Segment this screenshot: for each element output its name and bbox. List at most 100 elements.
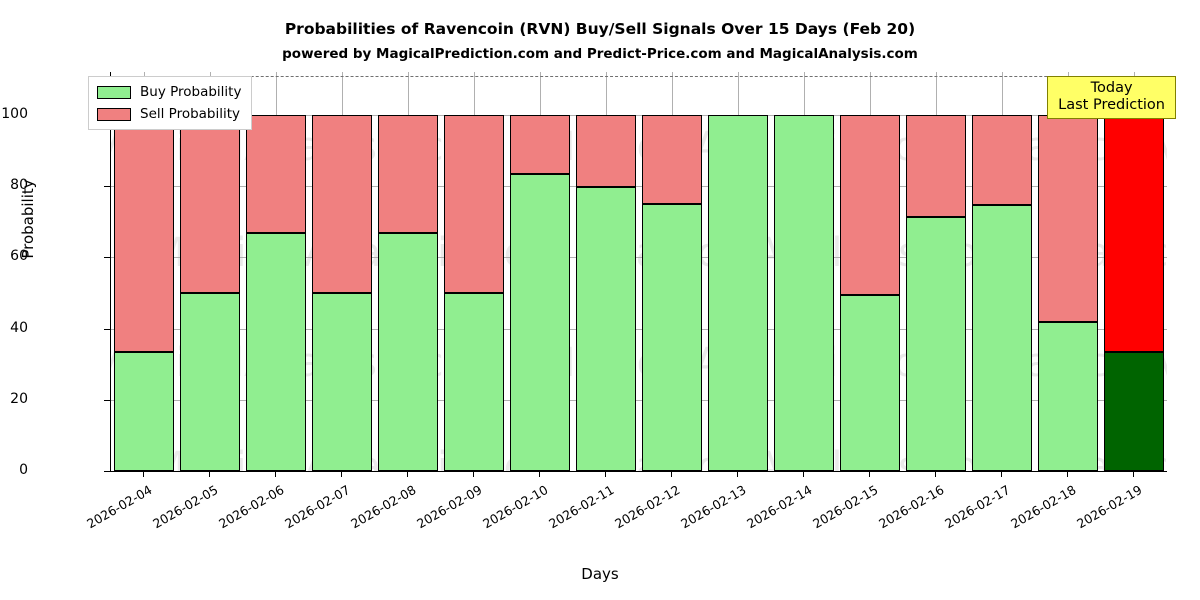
- x-axis-tick-label: 2026-02-05: [150, 482, 221, 532]
- x-axis-tick-label: 2026-02-16: [876, 482, 947, 532]
- y-axis-tick-label: 0: [19, 462, 28, 478]
- today-annotation-line1: Today: [1090, 80, 1133, 96]
- legend-swatch-sell: [97, 107, 131, 121]
- bar-group[interactable]: [179, 72, 241, 471]
- x-axis-tick-mark: [869, 471, 870, 477]
- x-axis-tick-label: 2026-02-15: [810, 482, 881, 532]
- gridline-horizontal: [111, 328, 1167, 330]
- bar-segment-buy[interactable]: [971, 205, 1033, 471]
- bar-group[interactable]: [311, 72, 373, 471]
- x-axis-label: Days: [581, 565, 619, 583]
- bar-segment-buy[interactable]: [443, 292, 505, 471]
- bar-segment-buy[interactable]: [707, 114, 769, 471]
- x-axis-tick-mark: [671, 471, 672, 477]
- chart-legend: Buy Probability Sell Probability: [88, 76, 253, 130]
- gridline-horizontal: [111, 114, 1167, 116]
- bar-segment-sell[interactable]: [971, 114, 1033, 206]
- x-axis-tick-mark: [1001, 471, 1002, 477]
- bar-segment-sell[interactable]: [509, 114, 571, 175]
- bar-segment-buy[interactable]: [113, 352, 175, 471]
- x-axis-tick-label: 2026-02-10: [480, 482, 551, 532]
- bar-segment-sell[interactable]: [839, 114, 901, 296]
- chart-subtitle: powered by MagicalPrediction.com and Pre…: [282, 46, 918, 62]
- x-axis-tick-label: 2026-02-18: [1008, 482, 1079, 532]
- bar-segment-sell[interactable]: [311, 114, 373, 293]
- bar-group[interactable]: [113, 72, 175, 471]
- x-axis-tick-label: 2026-02-11: [546, 482, 617, 532]
- x-axis-tick-mark: [209, 471, 210, 477]
- bar-group[interactable]: [443, 72, 505, 471]
- bar-group[interactable]: [971, 72, 1033, 471]
- bar-segment-sell[interactable]: [179, 114, 241, 293]
- legend-item-buy: Buy Probability: [97, 83, 241, 101]
- bar-group[interactable]: [905, 72, 967, 471]
- x-axis-tick-label: 2026-02-08: [348, 482, 419, 532]
- x-axis-tick-mark: [1133, 471, 1134, 477]
- bar-segment-sell[interactable]: [113, 114, 175, 353]
- bar-segment-sell[interactable]: [377, 114, 439, 234]
- bar-segment-buy[interactable]: [905, 217, 967, 471]
- y-axis-tick-label: 100: [1, 105, 28, 122]
- plot-inner: MagicalAnalysis.comMagicalAnalysis.comMa…: [111, 72, 1167, 471]
- bar-group[interactable]: [773, 72, 835, 471]
- bar-segment-buy[interactable]: [1103, 352, 1165, 471]
- bar-group[interactable]: [641, 72, 703, 471]
- bar-segment-sell[interactable]: [575, 114, 637, 187]
- legend-label-sell: Sell Probability: [140, 106, 241, 122]
- bar-segment-sell[interactable]: [905, 114, 967, 217]
- bar-segment-buy[interactable]: [641, 203, 703, 471]
- x-axis-tick-mark: [803, 471, 804, 477]
- x-axis-tick-label: 2026-02-04: [84, 482, 155, 532]
- x-axis-tick-label: 2026-02-19: [1074, 482, 1145, 532]
- y-axis-tick-mark: [104, 186, 110, 187]
- today-annotation: Today Last Prediction: [1047, 76, 1176, 120]
- x-axis-tick-mark: [275, 471, 276, 477]
- x-axis-tick-mark: [935, 471, 936, 477]
- bar-segment-sell[interactable]: [1037, 114, 1099, 323]
- bar-group[interactable]: [1103, 72, 1165, 471]
- bar-group[interactable]: [575, 72, 637, 471]
- x-axis-tick-label: 2026-02-13: [678, 482, 749, 532]
- bar-segment-buy[interactable]: [311, 292, 373, 471]
- bar-segment-sell[interactable]: [1103, 114, 1165, 353]
- y-axis-tick-mark: [104, 257, 110, 259]
- x-axis-tick-mark: [473, 471, 474, 477]
- bar-segment-buy[interactable]: [839, 295, 901, 471]
- bar-group[interactable]: [245, 72, 307, 471]
- y-axis-tick-label: 60: [10, 248, 28, 265]
- bar-segment-buy[interactable]: [179, 292, 241, 471]
- bar-segment-sell[interactable]: [443, 114, 505, 293]
- y-axis-tick-mark: [104, 471, 110, 472]
- bar-group[interactable]: [377, 72, 439, 471]
- bar-segment-buy[interactable]: [245, 233, 307, 471]
- x-axis-tick-label: 2026-02-06: [216, 482, 287, 532]
- y-axis-tick-label: 40: [10, 319, 28, 336]
- x-axis-tick-mark: [407, 471, 408, 477]
- bar-group[interactable]: [1037, 72, 1099, 471]
- bar-segment-buy[interactable]: [1037, 322, 1099, 471]
- bar-segment-buy[interactable]: [773, 114, 835, 471]
- reference-dashed-line: [111, 75, 1167, 77]
- gridline-horizontal: [111, 186, 1167, 187]
- bar-segment-buy[interactable]: [509, 174, 571, 471]
- bar-segment-sell[interactable]: [245, 114, 307, 234]
- x-axis-tick-mark: [1067, 471, 1068, 477]
- x-axis-tick-mark: [341, 471, 342, 477]
- x-axis-tick-mark: [737, 471, 738, 477]
- bar-segment-buy[interactable]: [575, 186, 637, 471]
- bar-group[interactable]: [839, 72, 901, 471]
- x-axis-tick-mark: [539, 471, 540, 477]
- gridline-horizontal: [111, 257, 1167, 259]
- x-axis-tick-label: 2026-02-07: [282, 482, 353, 532]
- x-axis-tick-label: 2026-02-14: [744, 482, 815, 532]
- bar-segment-buy[interactable]: [377, 233, 439, 471]
- y-axis-tick-label: 80: [10, 177, 28, 193]
- bar-group[interactable]: [707, 72, 769, 471]
- legend-item-sell: Sell Probability: [97, 105, 241, 123]
- x-axis-tick-mark: [605, 471, 606, 477]
- bar-segment-sell[interactable]: [641, 114, 703, 204]
- gridline-horizontal: [111, 399, 1167, 401]
- legend-label-buy: Buy Probability: [140, 84, 242, 100]
- bar-group[interactable]: [509, 72, 571, 471]
